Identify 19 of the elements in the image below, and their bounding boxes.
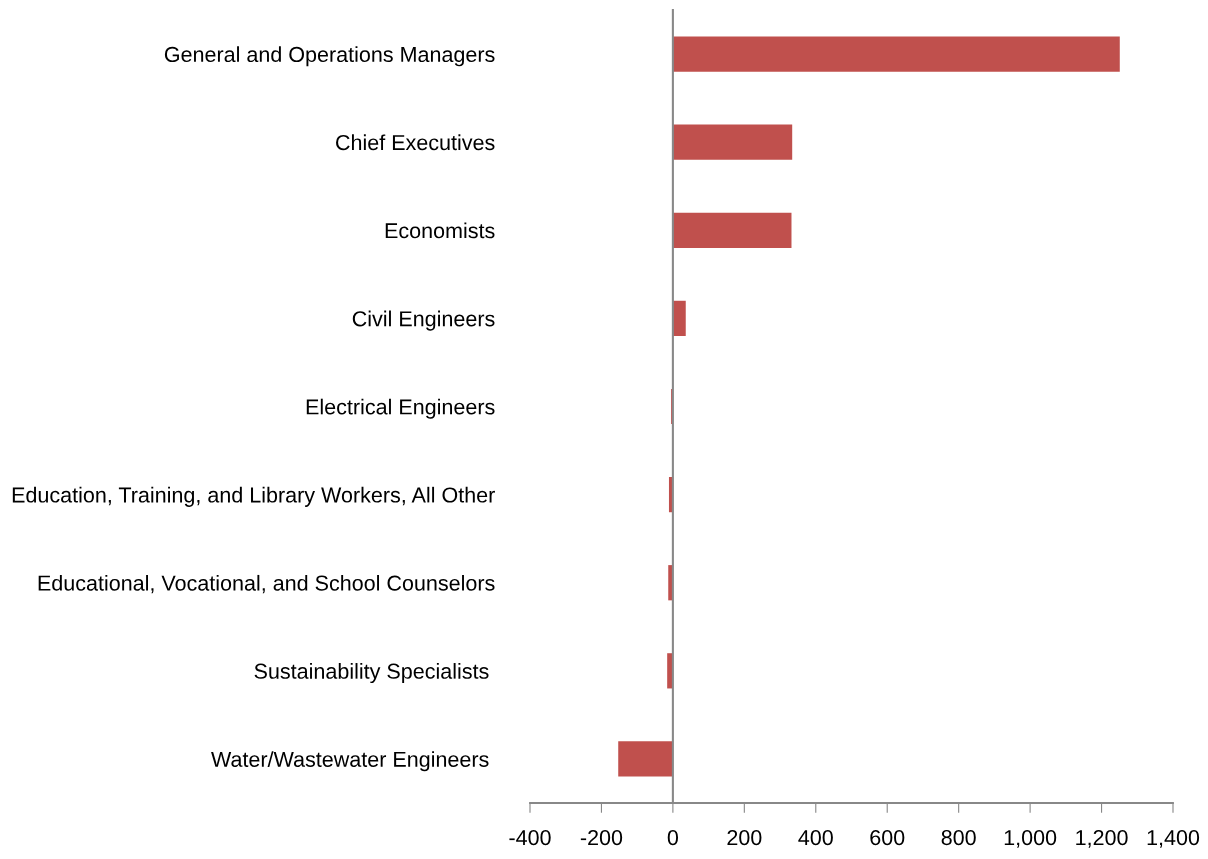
x-tick-label: 800 xyxy=(941,829,976,846)
y-tick-label: General and Operations Managers xyxy=(164,46,495,67)
x-tick-label: 1,000 xyxy=(1004,829,1057,848)
y-tick-label: Civil Engineers xyxy=(352,310,495,331)
y-tick-label: Electrical Engineers xyxy=(306,398,495,419)
x-tick-label: 400 xyxy=(798,829,833,846)
x-tick-label: 1,200 xyxy=(1076,829,1128,848)
y-tick-label: Water/Wastewater Engineers xyxy=(211,751,489,772)
x-tick-label: 1,400 xyxy=(1147,829,1200,848)
x-tick-label: -400 xyxy=(509,829,551,846)
y-tick-label: Educational, Vocational, and School Counselors xyxy=(38,574,495,594)
x-tick-label: 0 xyxy=(667,829,679,846)
y-tick-label: Chief Executives xyxy=(336,134,495,151)
y-tick-label: Economists xyxy=(385,222,495,239)
y-tick-label: Education, Training, and Library Workers, All Other xyxy=(12,486,495,507)
x-tick-label: 600 xyxy=(870,829,905,846)
x-tick-label: 200 xyxy=(727,829,762,846)
x-tick-label: -200 xyxy=(580,829,623,846)
y-tick-label: Sustainability Specialists xyxy=(254,663,489,684)
